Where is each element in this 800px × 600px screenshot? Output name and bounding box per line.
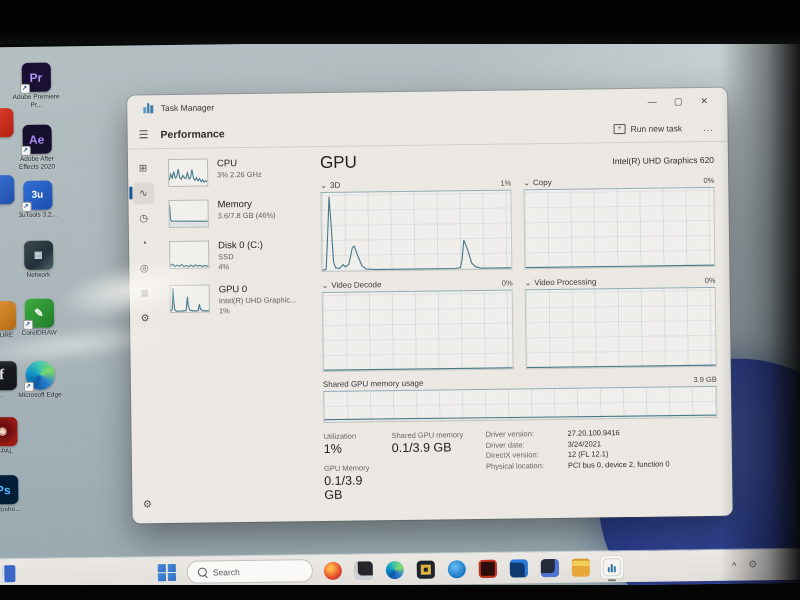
taskbar-task-manager-icon[interactable] [600, 555, 623, 578]
chevron-down-icon[interactable]: ⌄ [321, 280, 329, 290]
nav-performance-icon[interactable]: ∿ [132, 182, 155, 205]
desktop-icon-premiere[interactable]: Pr ↗ Adobe Premiere Pr... [9, 62, 64, 109]
shared-gpu-memory-plot [322, 385, 718, 424]
coreldraw-icon: ✎ ↗ [22, 298, 54, 330]
task-manager-app-icon [143, 103, 153, 114]
window-title: Task Manager [160, 102, 215, 114]
run-new-task-button[interactable]: + Run new task [606, 120, 689, 137]
chevron-down-icon[interactable]: ⌄ [320, 180, 328, 190]
gpu-video-processing-chart: ⌄ Video Processing 0% [524, 274, 717, 370]
taskbar-dark-app-icon[interactable] [353, 559, 375, 581]
run-new-task-icon: + [613, 123, 626, 134]
camera-app-icon: ◉ [0, 417, 18, 447]
shared-gpu-memory-chart: Shared GPU memory usage 3.9 GB [322, 373, 718, 424]
navigation-menu-icon[interactable]: ☰ [138, 129, 149, 142]
more-options-button[interactable]: ... [702, 122, 714, 133]
desktop-icon-camera-app[interactable]: ◉ …-PAL [0, 417, 30, 456]
laptop-screen: …TURE f↗… ◉…-PAL Ps↗…hotosho… Pr↗Adobe P… [0, 36, 800, 594]
shortcut-arrow-icon: ↗ [23, 381, 34, 392]
chevron-down-icon[interactable]: ⌄ [524, 277, 532, 287]
page-title: Performance [160, 127, 225, 141]
taskbar-edge-icon[interactable] [384, 558, 406, 580]
gpu-detail-panel: GPU Intel(R) UHD Graphics 620 ⌄ 3D 1% ⌄ Cop… [316, 142, 733, 521]
taskbar-outlook-icon[interactable] [508, 557, 530, 579]
desktop-icon-3utools[interactable]: 3u ↗ 3uTools 3.2... [10, 180, 64, 219]
desktop-icon-aftereffects[interactable]: Ae ↗ Adobe After Effects 2020 [9, 124, 64, 171]
utilization-value: 1% [323, 441, 342, 457]
desktop-icon-network[interactable]: ▦ Network [11, 240, 65, 279]
gpu-3d-plot [320, 189, 513, 273]
gpu-copy-plot [523, 186, 716, 270]
premiere-icon: Pr ↗ [19, 62, 51, 94]
gpu-page-title: GPU [319, 152, 357, 173]
gpu-video-decode-plot [321, 289, 514, 373]
nav-app-history-icon[interactable]: ◷ [139, 212, 149, 224]
laptop-bezel-bottom [0, 585, 800, 600]
task-manager-window: Task Manager — ▢ ✕ ☰ Performance + Run n… [127, 87, 733, 524]
shared-memory-label: Shared GPU memory [391, 430, 464, 441]
tray-status-icon[interactable]: ⚙ [748, 559, 758, 571]
laptop-bezel-top [0, 0, 800, 44]
taskbar-media-app-icon[interactable] [415, 558, 437, 580]
3utools-icon: 3u ↗ [20, 180, 53, 212]
gpu-video-processing-plot [524, 286, 717, 370]
driver-details: Driver version: 27.20.100.9416 Driver dat… [485, 428, 670, 471]
nav-processes-icon[interactable]: ⊞ [138, 162, 148, 174]
tray-chevron-icon[interactable]: ^ [732, 560, 737, 571]
close-button[interactable]: ✕ [700, 95, 709, 106]
performance-sidebar: CPU 3% 2.26 GHz Memory 3.6/7.8 GB (46%) Di… [158, 147, 321, 523]
shared-memory-value: 0.1/3.9 GB [391, 440, 452, 456]
gpu-memory-label: GPU Memory [323, 463, 370, 474]
taskbar-file-explorer-icon[interactable] [570, 556, 592, 578]
shortcut-arrow-icon: ↗ [20, 145, 31, 156]
gpu-stats: Utilization 1% GPU Memory 0.1/3.9 GB Share… [324, 427, 719, 502]
gpu-3d-chart: ⌄ 3D 1% [320, 177, 513, 273]
sidebar-item-cpu[interactable]: CPU 3% 2.26 GHz [166, 155, 316, 189]
shortcut-arrow-icon: ↗ [20, 201, 32, 212]
shortcut-arrow-icon: ↗ [19, 83, 30, 94]
desktop-icon-photoshop[interactable]: Ps↗…hotosho… [0, 475, 31, 514]
gpu-memory-value: 0.1/3.9 GB [324, 473, 363, 503]
start-button[interactable] [156, 561, 178, 583]
settings-icon[interactable]: ⚙ [142, 498, 153, 510]
photoshop-icon: Ps↗ [0, 475, 18, 505]
taskbar-firefox-icon[interactable] [322, 559, 344, 581]
nav-startup-apps-icon[interactable]: ◔ [140, 237, 148, 249]
cpu-sparkline [167, 158, 209, 188]
gpu-copy-chart: ⌄ Copy 0% [523, 174, 716, 270]
utilization-label: Utilization [323, 431, 357, 442]
taskbar-teams-icon[interactable] [539, 556, 561, 578]
network-icon: ▦ [23, 240, 53, 270]
windows-logo-icon [157, 563, 176, 582]
gpu-video-decode-chart: ⌄ Video Decode 0% [321, 277, 514, 373]
taskbar-skype-icon[interactable] [446, 558, 468, 580]
sidebar-item-memory[interactable]: Memory 3.6/7.8 GB (46%) [166, 196, 316, 230]
after-effects-icon: Ae ↗ [20, 124, 52, 156]
chevron-down-icon[interactable]: ⌄ [523, 177, 531, 187]
search-icon [197, 567, 207, 577]
shortcut-arrow-icon: ↗ [22, 319, 33, 330]
taskbar-search[interactable]: Search [186, 559, 313, 584]
maximize-button[interactable]: ▢ [673, 95, 683, 106]
gpu-adapter-name: Intel(R) UHD Graphics 620 [612, 154, 715, 167]
memory-sparkline [168, 199, 209, 229]
taskbar-corner-icon[interactable] [2, 565, 16, 583]
taskbar-adobe-app-icon[interactable] [477, 557, 499, 579]
minimize-button[interactable]: — [647, 96, 657, 107]
